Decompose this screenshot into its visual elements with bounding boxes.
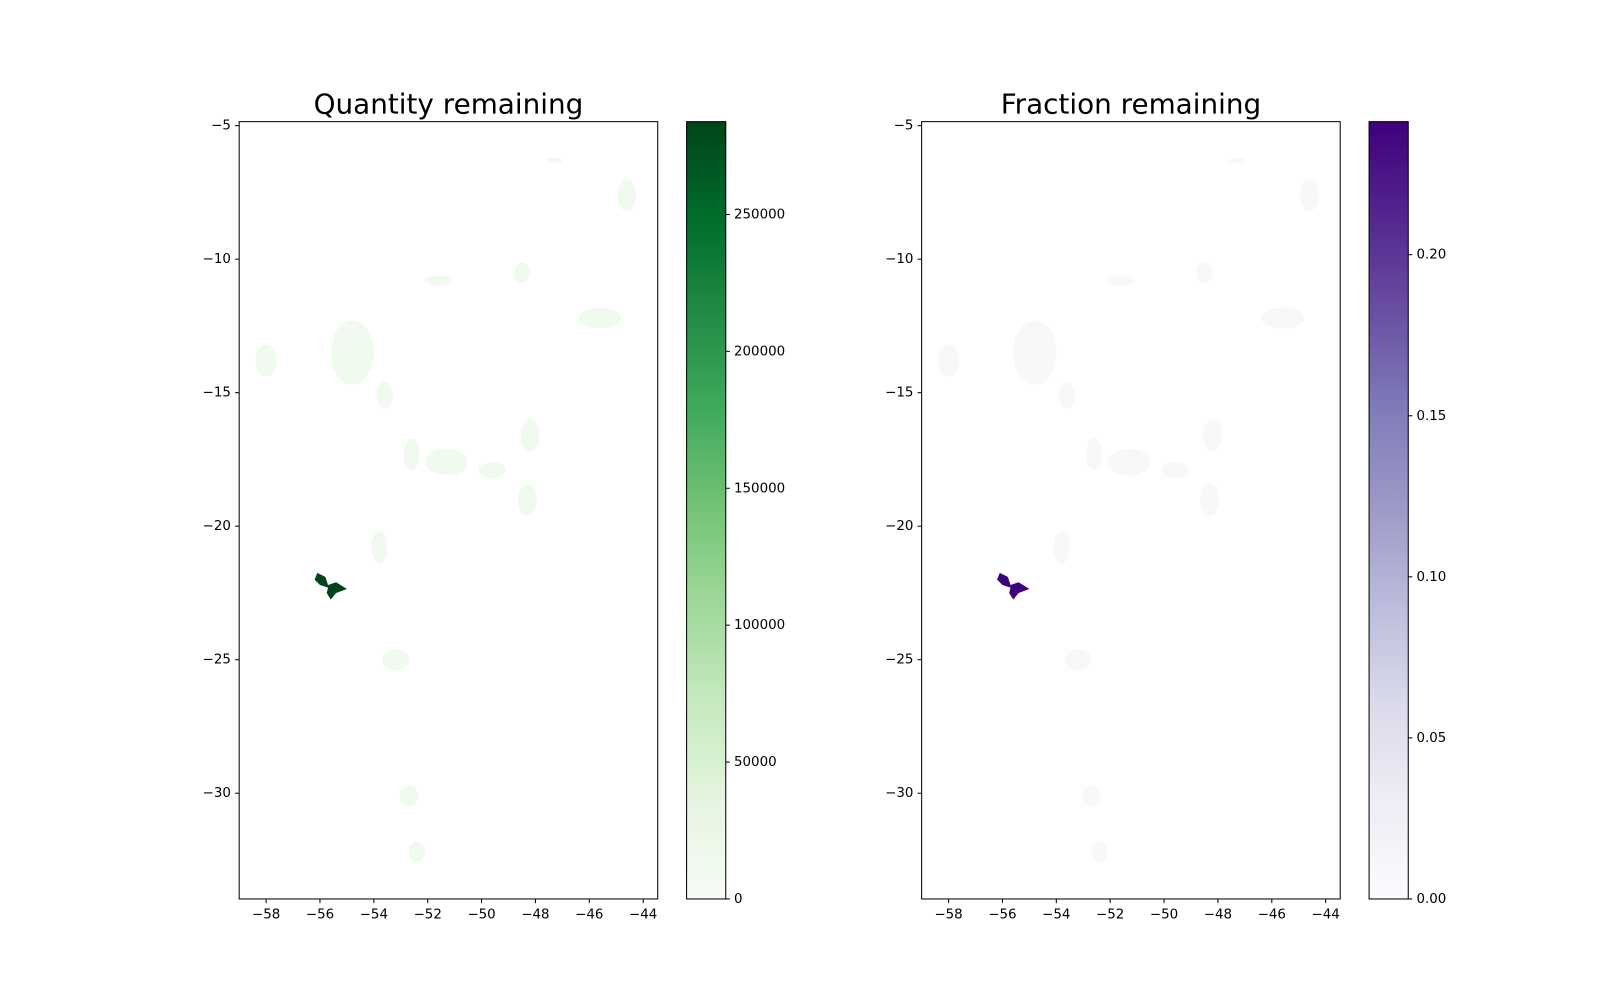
y-tick-label: −25 [885, 653, 913, 668]
highlight-region [314, 572, 347, 600]
x-tick-label: −56 [306, 907, 334, 922]
y-tick-label: −30 [885, 786, 913, 801]
region [1107, 275, 1135, 286]
region [425, 448, 469, 476]
x-tick-label: −54 [1042, 907, 1070, 922]
plot-area [921, 121, 1341, 899]
region [381, 649, 409, 671]
region [1053, 531, 1070, 564]
axes-frame [921, 121, 1341, 900]
region [399, 785, 419, 807]
region [1228, 157, 1245, 164]
region [1196, 261, 1213, 284]
x-tick-label: −50 [1150, 907, 1178, 922]
y-tick-label: −15 [203, 386, 231, 401]
region [1300, 179, 1319, 212]
chart-title: Fraction remaining [1001, 87, 1261, 120]
region [578, 307, 622, 329]
region [520, 419, 540, 452]
chart-title: Quantity remaining [314, 87, 584, 120]
colorbar-tick-label: 50000 [734, 755, 777, 770]
colorbar-tick-label: 100000 [734, 618, 785, 633]
region [513, 261, 531, 284]
region [403, 438, 420, 471]
axes-frame [238, 121, 659, 900]
region [1161, 462, 1189, 479]
y-tick-label: −25 [203, 653, 231, 668]
y-tick-label: −5 [211, 119, 231, 134]
colorbar [1368, 121, 1409, 900]
region [517, 483, 537, 516]
colorbar-tick-label: 150000 [734, 481, 785, 496]
y-tick-label: −30 [203, 786, 231, 801]
region [1200, 483, 1220, 516]
colorbar-tick-label: 200000 [734, 344, 785, 359]
colorbar-tick-label: 0.15 [1416, 409, 1446, 424]
region [371, 531, 388, 564]
region [617, 179, 637, 212]
x-tick-label: −48 [1204, 907, 1232, 922]
x-tick-label: −54 [360, 907, 388, 922]
region [408, 841, 426, 863]
region [1261, 307, 1305, 329]
plot-area [239, 121, 658, 899]
colorbar-tick-label: 0.10 [1416, 570, 1446, 585]
region [1091, 841, 1108, 863]
colorbar-tick-label: 0.05 [1416, 731, 1446, 746]
region [937, 344, 960, 377]
y-tick-label: −20 [203, 519, 231, 534]
x-tick-label: −46 [575, 907, 603, 922]
x-tick-label: −58 [934, 907, 962, 922]
x-tick-label: −46 [1258, 907, 1286, 922]
region [1013, 320, 1057, 385]
region [1085, 438, 1103, 471]
y-tick-label: −10 [885, 252, 913, 267]
region [1107, 448, 1151, 476]
region [330, 320, 374, 385]
y-tick-label: −20 [885, 519, 913, 534]
x-tick-label: −48 [521, 907, 549, 922]
colorbar-tick-label: 250000 [734, 207, 785, 222]
region [376, 382, 393, 409]
x-tick-label: −52 [1096, 907, 1124, 922]
highlight-region [997, 572, 1030, 600]
region [1059, 382, 1076, 409]
x-tick-label: −58 [252, 907, 280, 922]
x-tick-label: −44 [629, 907, 657, 922]
y-tick-label: −5 [894, 119, 914, 134]
region [425, 275, 452, 286]
region [1203, 419, 1222, 452]
region [255, 344, 277, 377]
region [1081, 785, 1101, 807]
x-tick-label: −44 [1312, 907, 1340, 922]
x-tick-label: −56 [988, 907, 1016, 922]
colorbar-tick-label: 0.00 [1416, 892, 1446, 907]
colorbar-tick-label: 0.20 [1416, 248, 1446, 263]
colorbar-tick-label: 0 [734, 892, 743, 907]
x-tick-label: −50 [467, 907, 495, 922]
region [1064, 649, 1092, 671]
y-tick-label: −10 [203, 252, 231, 267]
colorbar [686, 121, 727, 900]
region [546, 157, 563, 164]
y-tick-label: −15 [885, 386, 913, 401]
x-tick-label: −52 [414, 907, 442, 922]
region [478, 462, 506, 479]
